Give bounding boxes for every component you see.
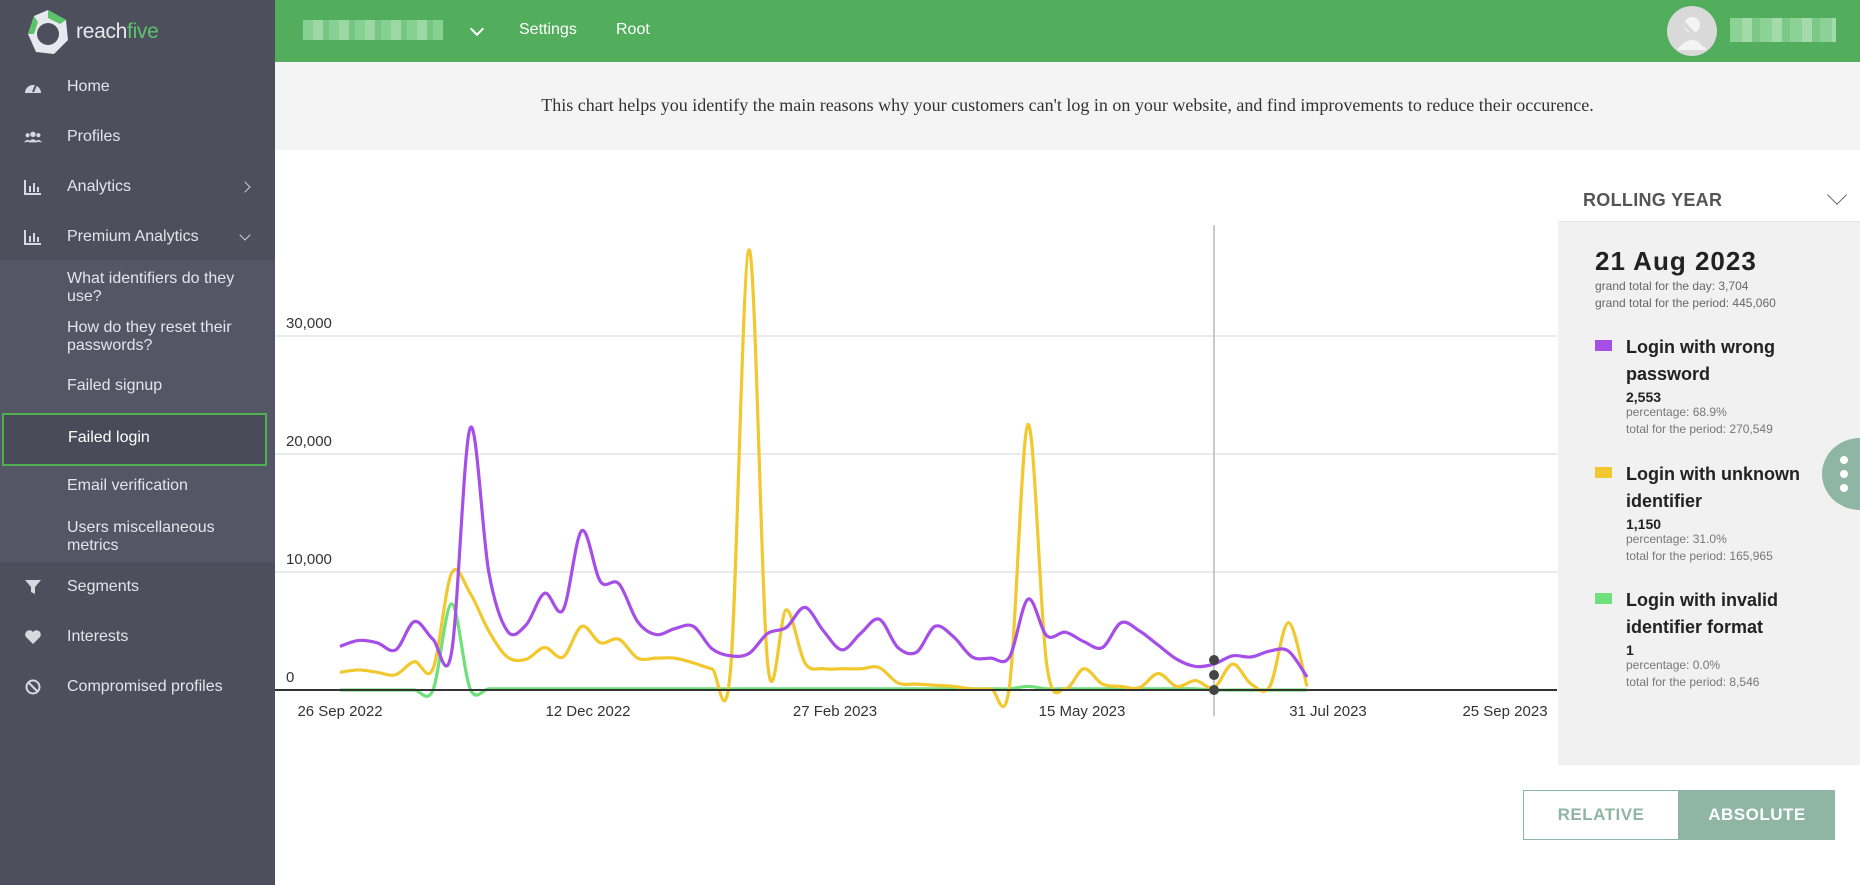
chevron-down-icon: [1827, 185, 1847, 205]
legend-date: 21 Aug 2023: [1595, 246, 1757, 276]
heart-icon: [24, 628, 42, 646]
bar-chart-icon: [24, 178, 42, 196]
organization-name-blurred[interactable]: [303, 20, 443, 40]
submenu-item-reset-passwords[interactable]: How do they reset their passwords?: [67, 319, 232, 354]
sidebar-item-profiles[interactable]: Profiles: [0, 112, 275, 162]
topbar: Settings Root: [275, 0, 1860, 62]
x-tick-label: 15 May 2023: [1039, 703, 1126, 720]
sidebar-item-label: Analytics: [67, 178, 132, 195]
legend-swatch: [1595, 467, 1612, 478]
more-vertical-icon: [1840, 456, 1848, 464]
info-banner: This chart helps you identify the main r…: [275, 62, 1860, 150]
y-tick-label: 10,000: [286, 551, 332, 568]
avatar[interactable]: [1667, 6, 1717, 56]
series-line: [340, 602, 1307, 698]
settings-link[interactable]: Settings: [519, 21, 577, 38]
legend-swatch: [1595, 340, 1612, 351]
more-vertical-icon: [1840, 484, 1848, 492]
submenu-item-email-verification[interactable]: Email verification: [67, 477, 188, 494]
legend-series-name: Login with invalid identifier format: [1626, 590, 1778, 637]
legend-series-total: total for the period: 270,549: [1626, 422, 1773, 436]
legend-series-percentage: percentage: 0.0%: [1626, 658, 1721, 672]
submenu-item-failed-login[interactable]: Failed login: [2, 413, 267, 466]
sidebar-item-segments[interactable]: Segments: [0, 562, 275, 612]
chevron-down-icon[interactable]: [469, 21, 485, 37]
sidebar-item-label: Compromised profiles: [67, 678, 223, 695]
reachfive-logo-icon: [24, 8, 72, 56]
bar-chart-icon: [24, 228, 42, 246]
sidebar: reachfive Home Profiles Analytics Premiu…: [0, 0, 275, 885]
sidebar-item-home[interactable]: Home: [0, 62, 275, 112]
sidebar-item-interests[interactable]: Interests: [0, 612, 275, 662]
failed-login-chart[interactable]: 0 10,000 20,000 30,000 26 Sep 2022 12 Dec 202…: [275, 150, 1557, 735]
sidebar-item-label: Interests: [67, 628, 129, 645]
x-tick-label: 12 Dec 2022: [545, 703, 630, 720]
user-icon: [1677, 16, 1707, 50]
sidebar-item-label: Profiles: [67, 128, 121, 145]
y-tick-label: 30,000: [286, 315, 332, 332]
users-icon: [24, 128, 42, 146]
user-name-blurred[interactable]: [1730, 18, 1836, 42]
more-vertical-icon: [1840, 470, 1848, 478]
legend-series-total: total for the period: 165,965: [1626, 549, 1773, 563]
legend-series-name: Login with unknown identifier: [1626, 464, 1800, 511]
line-chart[interactable]: 0 10,000 20,000 30,000 26 Sep 2022 12 Dec 202…: [275, 150, 1557, 735]
submenu-item-identifiers[interactable]: What identifiers do they use?: [67, 270, 235, 305]
logo[interactable]: reachfive: [24, 8, 159, 56]
sidebar-item-label: Home: [67, 78, 110, 95]
submenu-item-failed-signup[interactable]: Failed signup: [67, 377, 163, 394]
x-tick-label: 25 Sep 2023: [1462, 703, 1547, 720]
legend-series-value: 2,553: [1626, 389, 1662, 405]
dashboard-icon: [24, 78, 42, 96]
legend-series-percentage: percentage: 31.0%: [1626, 532, 1727, 546]
legend-period-total: grand total for the period: 445,060: [1595, 296, 1776, 310]
ban-icon: [24, 678, 42, 696]
chevron-down-icon: [239, 229, 251, 241]
period-select[interactable]: ROLLING YEAR: [1558, 178, 1860, 222]
x-tick-label: 26 Sep 2022: [297, 703, 382, 720]
hover-point: [1209, 685, 1220, 695]
relative-toggle-button[interactable]: RELATIVE: [1523, 790, 1679, 840]
sidebar-item-label: Segments: [67, 578, 140, 595]
filter-icon: [24, 578, 42, 596]
y-tick-label: 20,000: [286, 433, 332, 450]
legend-swatch: [1595, 593, 1612, 604]
logo-text: reachfive: [76, 20, 159, 43]
absolute-toggle-button[interactable]: ABSOLUTE: [1679, 790, 1835, 840]
x-tick-label: 27 Feb 2023: [793, 703, 877, 720]
premium-analytics-submenu: What identifiers do they use? How do the…: [0, 260, 275, 562]
sidebar-item-label: Premium Analytics: [67, 228, 199, 245]
banner-text: This chart helps you identify the main r…: [541, 95, 1594, 115]
x-tick-label: 31 Jul 2023: [1289, 703, 1367, 720]
legend-series-value: 1,150: [1626, 516, 1662, 532]
legend-series-total: total for the period: 8,546: [1626, 675, 1760, 689]
sidebar-item-premium-analytics[interactable]: Premium Analytics: [0, 212, 275, 262]
submenu-item-misc-metrics[interactable]: Users miscellaneous metrics: [67, 519, 215, 554]
y-tick-label: 0: [286, 669, 294, 686]
hover-point: [1209, 655, 1220, 665]
root-link[interactable]: Root: [616, 21, 650, 38]
sidebar-item-analytics[interactable]: Analytics: [0, 162, 275, 212]
legend-series-percentage: percentage: 68.9%: [1626, 405, 1727, 419]
submenu-item-label: Failed login: [68, 429, 150, 446]
legend-day-total: grand total for the day: 3,704: [1595, 279, 1749, 293]
series-line: [339, 425, 1309, 678]
legend-series-name: Login with wrong password: [1626, 337, 1775, 384]
sidebar-item-compromised-profiles[interactable]: Compromised profiles: [0, 662, 275, 712]
legend-series-value: 1: [1626, 642, 1634, 658]
legend-panel: 21 Aug 2023 grand total for the day: 3,7…: [1558, 222, 1860, 765]
series-line: [339, 248, 1309, 708]
chevron-right-icon: [239, 181, 251, 193]
hover-point: [1209, 670, 1220, 680]
period-label: ROLLING YEAR: [1583, 190, 1723, 210]
